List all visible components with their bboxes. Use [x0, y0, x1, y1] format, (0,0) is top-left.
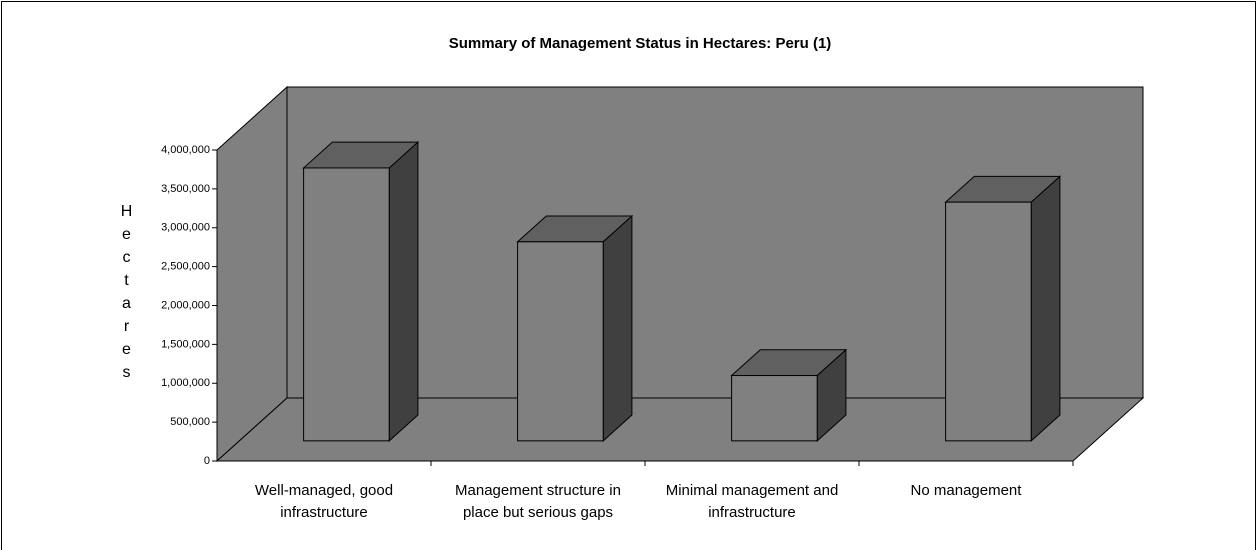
y-tick-label: 3,000,000 — [161, 222, 210, 234]
bar — [303, 167, 390, 442]
bar — [945, 201, 1032, 442]
y-tick-label: 1,500,000 — [161, 338, 210, 350]
x-tick-label: No management — [910, 482, 1022, 499]
x-tick-label: Management structure in place but seriou… — [455, 482, 621, 521]
bar — [517, 241, 604, 442]
y-tick-label: 500,000 — [170, 416, 210, 428]
x-tick-label: Minimal management and infrastructure — [665, 482, 839, 521]
side-wall — [216, 85, 288, 463]
y-tick-label: 3,500,000 — [161, 183, 210, 195]
y-tick-label: 2,500,000 — [161, 261, 210, 273]
bar — [731, 375, 818, 442]
bar-side — [1030, 175, 1061, 442]
y-tick-label: 4,000,000 — [161, 144, 210, 156]
chart-title: Summary of Management Status in Hectares… — [449, 35, 832, 52]
y-tick-label: 0 — [204, 455, 210, 467]
y-tick-label: 1,000,000 — [161, 377, 210, 389]
bar-side — [602, 214, 633, 442]
x-tick-label: Well-managed, good infrastructure — [254, 482, 394, 521]
y-tick-label: 2,000,000 — [161, 299, 210, 311]
bar-side — [388, 140, 419, 442]
y-axis-label: Hectares — [118, 203, 135, 387]
